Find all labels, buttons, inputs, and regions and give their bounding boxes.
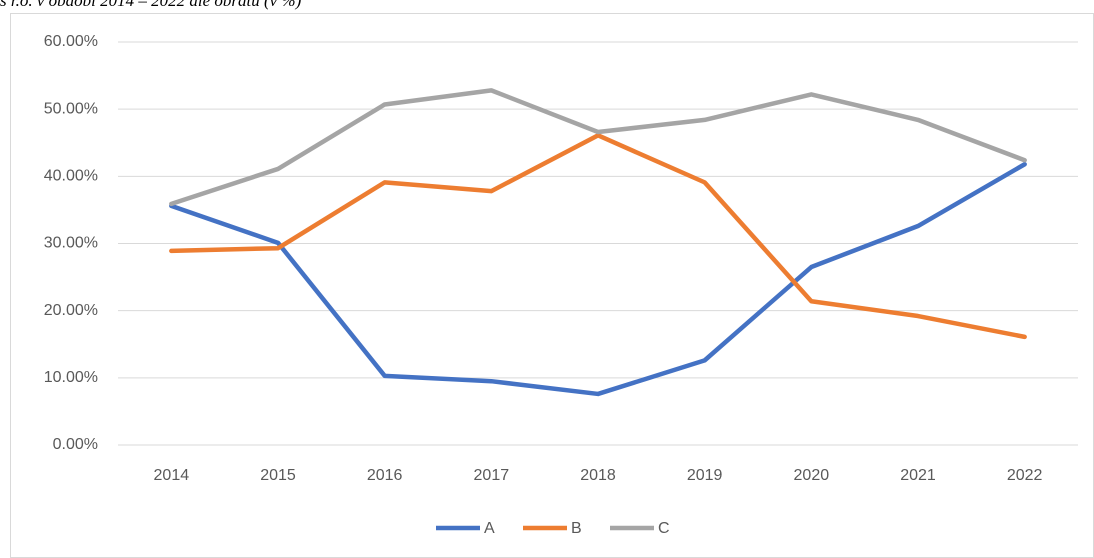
x-tick-label: 2016 (367, 467, 403, 484)
series-line (169, 161, 1027, 397)
x-tick-label: 2018 (580, 467, 616, 484)
y-tick-label: 30.00% (44, 235, 98, 252)
x-tick-label: 2017 (474, 467, 510, 484)
x-tick-label: 2014 (154, 467, 190, 484)
chart-title: s r.o. v období 2014 – 2022 dle obratu (… (0, 0, 302, 10)
x-tick-label: 2015 (260, 467, 296, 484)
x-tick-label: 2021 (900, 467, 936, 484)
y-tick-label: 0.00% (53, 436, 98, 453)
legend-label: B (571, 520, 582, 537)
y-tick-label: 20.00% (44, 302, 98, 319)
y-tick-label: 10.00% (44, 369, 98, 386)
x-tick-label: 2019 (687, 467, 723, 484)
series-line (169, 133, 1027, 340)
series-line (169, 88, 1027, 207)
legend-label: C (658, 520, 670, 537)
y-tick-label: 50.00% (44, 100, 98, 117)
y-tick-label: 60.00% (44, 33, 98, 50)
legend-label: A (484, 520, 495, 537)
x-tick-label: 2020 (794, 467, 830, 484)
y-tick-label: 40.00% (44, 168, 98, 185)
x-tick-label: 2022 (1007, 467, 1043, 484)
